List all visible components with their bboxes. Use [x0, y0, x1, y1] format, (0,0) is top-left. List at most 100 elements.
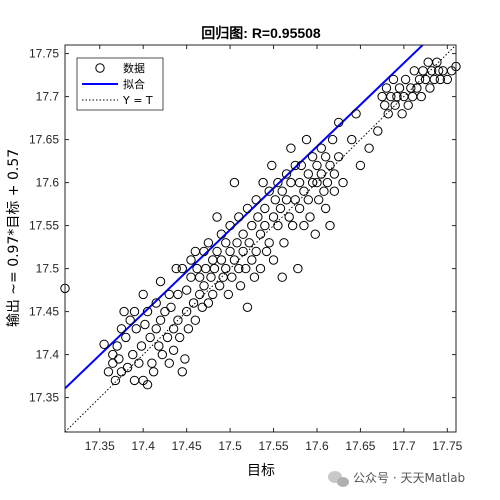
- data-point: [171, 263, 181, 274]
- data-point: [414, 74, 425, 85]
- y-tick-label: 17.45: [29, 305, 59, 319]
- data-point: [131, 324, 141, 334]
- data-point: [432, 57, 442, 67]
- y-tick-label: 17.6: [36, 176, 60, 190]
- data-point: [122, 362, 133, 373]
- x-axis-ticks: 17.35 17.4 17.45 17.5 17.55 17.6 17.65 17.7 17.7…: [85, 45, 463, 453]
- data-point: [142, 306, 153, 317]
- data-point: [303, 169, 313, 179]
- data-point: [277, 272, 287, 282]
- data-point: [275, 203, 286, 214]
- data-point: [138, 289, 148, 300]
- data-point: [155, 315, 166, 325]
- data-point: [244, 238, 254, 248]
- data-point: [183, 324, 194, 334]
- data-point: [397, 109, 407, 119]
- data-point: [255, 263, 266, 274]
- data-point: [232, 238, 242, 248]
- data-point: [247, 255, 257, 265]
- data-point: [290, 160, 300, 171]
- data-point: [403, 100, 413, 110]
- data-point: [301, 134, 312, 145]
- data-point: [121, 332, 131, 343]
- data-point: [194, 272, 205, 282]
- data-point: [214, 281, 225, 291]
- data-point: [148, 367, 159, 377]
- data-point: [203, 298, 214, 308]
- data-point: [435, 74, 446, 85]
- data-point: [235, 281, 246, 291]
- y-axis-ticks: 17.35 17.4 17.45 17.5 17.55 17.6 17.65 17.7 17.7…: [29, 47, 456, 405]
- data-point: [442, 74, 453, 85]
- data-point: [303, 195, 313, 205]
- data-point: [212, 212, 222, 222]
- data-point: [400, 74, 411, 85]
- data-point: [145, 332, 155, 343]
- data-point: [273, 177, 283, 188]
- data-point: [433, 66, 444, 76]
- x-tick-label: 17.35: [85, 439, 115, 453]
- data-point: [114, 354, 124, 364]
- x-tick-label: 17.45: [172, 439, 202, 453]
- data-point: [355, 160, 366, 171]
- data-point: [270, 195, 280, 205]
- watermark-text: 公众号 · 天天Matlab: [353, 471, 465, 485]
- data-point: [425, 83, 435, 93]
- data-point: [426, 66, 437, 76]
- data-point: [334, 117, 344, 128]
- data-point: [116, 324, 127, 334]
- watermark: 公众号 · 天天Matlab: [328, 471, 465, 487]
- data-point: [319, 186, 329, 196]
- data-point: [209, 263, 220, 274]
- data-point: [136, 341, 147, 351]
- data-point: [293, 263, 303, 274]
- data-point: [264, 186, 274, 196]
- legend: 数据 拟合 Y = T: [76, 57, 164, 111]
- wechat-icon: [328, 471, 349, 487]
- data-point: [383, 109, 393, 119]
- data-point: [208, 289, 218, 300]
- data-point: [142, 380, 153, 390]
- data-point: [238, 229, 248, 239]
- data-point: [294, 203, 305, 214]
- data-point: [305, 212, 315, 222]
- data-point: [268, 212, 279, 222]
- data-point: [325, 220, 335, 231]
- data-point: [129, 306, 140, 317]
- data-point: [334, 152, 344, 162]
- data-point: [186, 255, 196, 265]
- data-point: [406, 83, 416, 93]
- data-point: [316, 169, 327, 179]
- data-point: [229, 177, 240, 188]
- data-point: [267, 160, 277, 171]
- chart-title: 回归图: R=0.95508: [201, 25, 321, 41]
- data-point: [225, 220, 235, 231]
- data-point: [347, 134, 357, 145]
- data-point: [251, 195, 261, 205]
- data-point: [364, 143, 374, 153]
- plot-frame: [64, 44, 457, 433]
- data-point: [112, 341, 122, 351]
- data-point: [157, 349, 168, 360]
- data-point: [216, 255, 227, 265]
- data-point: [221, 263, 231, 274]
- data-point: [351, 109, 361, 119]
- data-point: [242, 203, 253, 214]
- data-point: [299, 186, 309, 196]
- data-point: [241, 263, 251, 274]
- data-point: [290, 195, 300, 205]
- data-point: [225, 246, 235, 257]
- data-point: [386, 91, 396, 102]
- data-point: [322, 177, 333, 188]
- x-tick-label: 17.7: [392, 439, 416, 453]
- data-point: [151, 298, 161, 308]
- x-axis-label: 目标: [247, 463, 275, 479]
- data-point: [307, 177, 318, 188]
- data-point: [312, 177, 322, 188]
- data-point: [119, 306, 129, 317]
- data-point: [155, 276, 166, 287]
- data-point: [151, 324, 161, 334]
- data-point: [394, 83, 405, 93]
- data-point: [251, 246, 261, 257]
- data-point: [299, 220, 309, 231]
